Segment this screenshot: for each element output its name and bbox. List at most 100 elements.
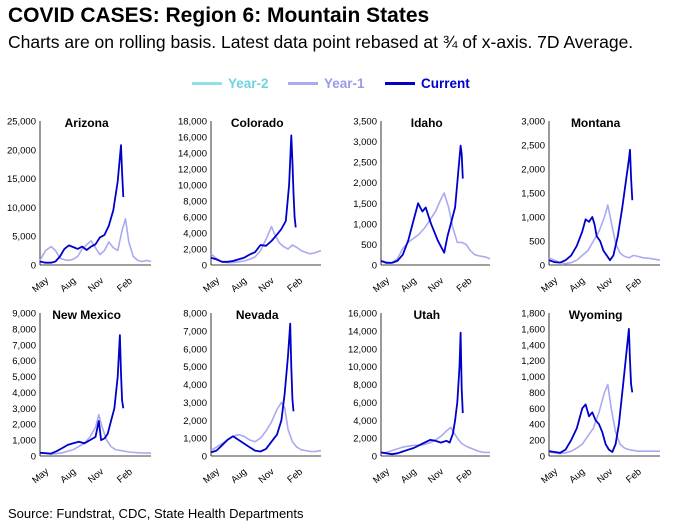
y-tick-label: 1,600 [521,324,545,335]
x-tick-label: Feb [115,276,135,295]
panel-colorado: 18,000 16,000 14,000 12,000 10,000 8,000 6,000… [178,116,322,295]
y-tick-label: 0 [540,261,545,272]
y-tick-label: 500 [361,240,377,251]
panel-arizona: 25,000 20,000 15,000 10,000 5,000 0 May Aug Nov F… [7,116,152,295]
x-tick-label: Aug [567,466,587,485]
legend-item-year-1: Year-1 [288,76,365,91]
y-tick-label: 4,000 [183,380,207,391]
y-tick-label: 2,500 [521,141,545,152]
source-note: Source: Fundstrat, CDC, State Health Dep… [8,506,304,521]
y-tick-label: 2,000 [183,245,207,256]
y-tick-label: 1,500 [521,189,545,200]
y-tick-label: 3,000 [353,137,377,148]
y-tick-label: 1,200 [521,356,545,367]
y-tick-label: 6,000 [183,213,207,224]
y-tick-label: 0 [31,452,36,463]
y-tick-label: 600 [529,404,545,415]
legend-swatch-year-1 [288,82,318,85]
x-tick-label: Feb [285,467,305,486]
series-line-year-1 [39,413,151,455]
y-tick-label: 200 [529,436,545,447]
legend-label-year-1: Year-1 [324,76,365,91]
x-tick-label: May [539,275,560,295]
series-line-current [39,334,125,455]
x-tick-label: Aug [567,275,587,294]
x-tick-label: Feb [115,467,135,486]
figure-subtitle: Charts are on rolling basis. Latest data… [8,32,634,52]
y-tick-label: 8,000 [183,197,207,208]
x-tick-label: Feb [455,276,475,295]
legend: Year-2 Year-1 Current [0,76,682,98]
y-tick-label: 15,000 [7,174,36,185]
y-tick-label: 0 [202,452,207,463]
x-tick-label: Aug [58,275,78,294]
x-tick-label: May [30,466,51,486]
y-tick-label: 4,000 [183,229,207,240]
series-line-year-1 [210,225,322,264]
y-tick-label: 12,000 [348,344,377,355]
y-tick-label: 1,400 [521,340,545,351]
x-tick-label: Nov [257,275,277,294]
y-tick-label: 1,000 [183,434,207,445]
series-line-current [210,134,297,263]
y-tick-label: 0 [31,261,36,272]
x-tick-label: Feb [624,467,644,486]
panel-nevada: 8,000 7,000 6,000 5,000 4,000 3,000 2,000 1,000… [183,308,322,486]
x-tick-label: May [30,275,51,295]
y-tick-label: 6,000 [183,344,207,355]
y-tick-label: 2,000 [353,178,377,189]
y-tick-label: 10,000 [348,362,377,373]
y-tick-label: 4,000 [353,416,377,427]
y-tick-label: 14,000 [178,149,207,160]
y-tick-label: 3,000 [521,117,545,128]
x-tick-label: Aug [399,275,419,294]
series-line-current [548,328,634,454]
y-tick-label: 0 [372,261,377,272]
y-tick-label: 1,000 [521,372,545,383]
panel-montana: 3,000 2,500 2,000 1,500 1,000 500 0 May Aug Nov Fe… [521,116,661,295]
y-tick-label: 1,000 [12,436,36,447]
panel-title: New Mexico [52,308,121,322]
y-tick-label: 1,800 [521,309,545,320]
x-tick-label: May [371,466,392,486]
y-tick-label: 5,000 [12,372,36,383]
y-tick-label: 2,000 [12,420,36,431]
y-tick-label: 16,000 [178,133,207,144]
y-tick-label: 2,000 [353,434,377,445]
series-line-year-1 [380,426,490,455]
y-tick-label: 6,000 [353,398,377,409]
y-tick-label: 800 [529,388,545,399]
series-line-year-1 [380,192,491,264]
x-tick-label: Aug [229,466,249,485]
series-line-current [210,322,295,454]
series-line-year-1 [548,204,661,265]
y-tick-label: 16,000 [348,309,377,320]
legend-item-year-2: Year-2 [192,76,269,91]
y-tick-label: 8,000 [183,309,207,320]
y-tick-label: 1,000 [521,213,545,224]
x-tick-label: May [201,275,222,295]
series-line-current [548,148,634,264]
y-tick-label: 0 [540,452,545,463]
y-tick-label: 7,000 [183,326,207,337]
x-tick-label: Feb [455,467,475,486]
x-tick-label: Nov [426,275,446,294]
y-tick-label: 10,000 [178,181,207,192]
y-tick-label: 500 [529,237,545,248]
x-tick-label: Nov [595,466,615,485]
legend-label-current: Current [421,76,470,91]
x-tick-label: Nov [257,466,277,485]
x-tick-label: Feb [624,276,644,295]
x-tick-label: May [539,466,560,486]
series-line-year-1 [39,218,152,263]
panel-title: Arizona [65,116,109,130]
y-tick-label: 2,500 [353,158,377,169]
series-line-current [380,144,464,264]
y-tick-label: 0 [372,452,377,463]
y-tick-label: 20,000 [7,145,36,156]
panel-title: Montana [571,116,621,130]
panel-wyoming: 1,800 1,600 1,400 1,200 1,000 800 600 400 200 0 Ma… [521,308,660,486]
panel-new-mexico: 9,000 8,000 7,000 6,000 5,000 4,000 3,000 2,000… [12,308,151,486]
y-tick-label: 1,500 [353,199,377,210]
